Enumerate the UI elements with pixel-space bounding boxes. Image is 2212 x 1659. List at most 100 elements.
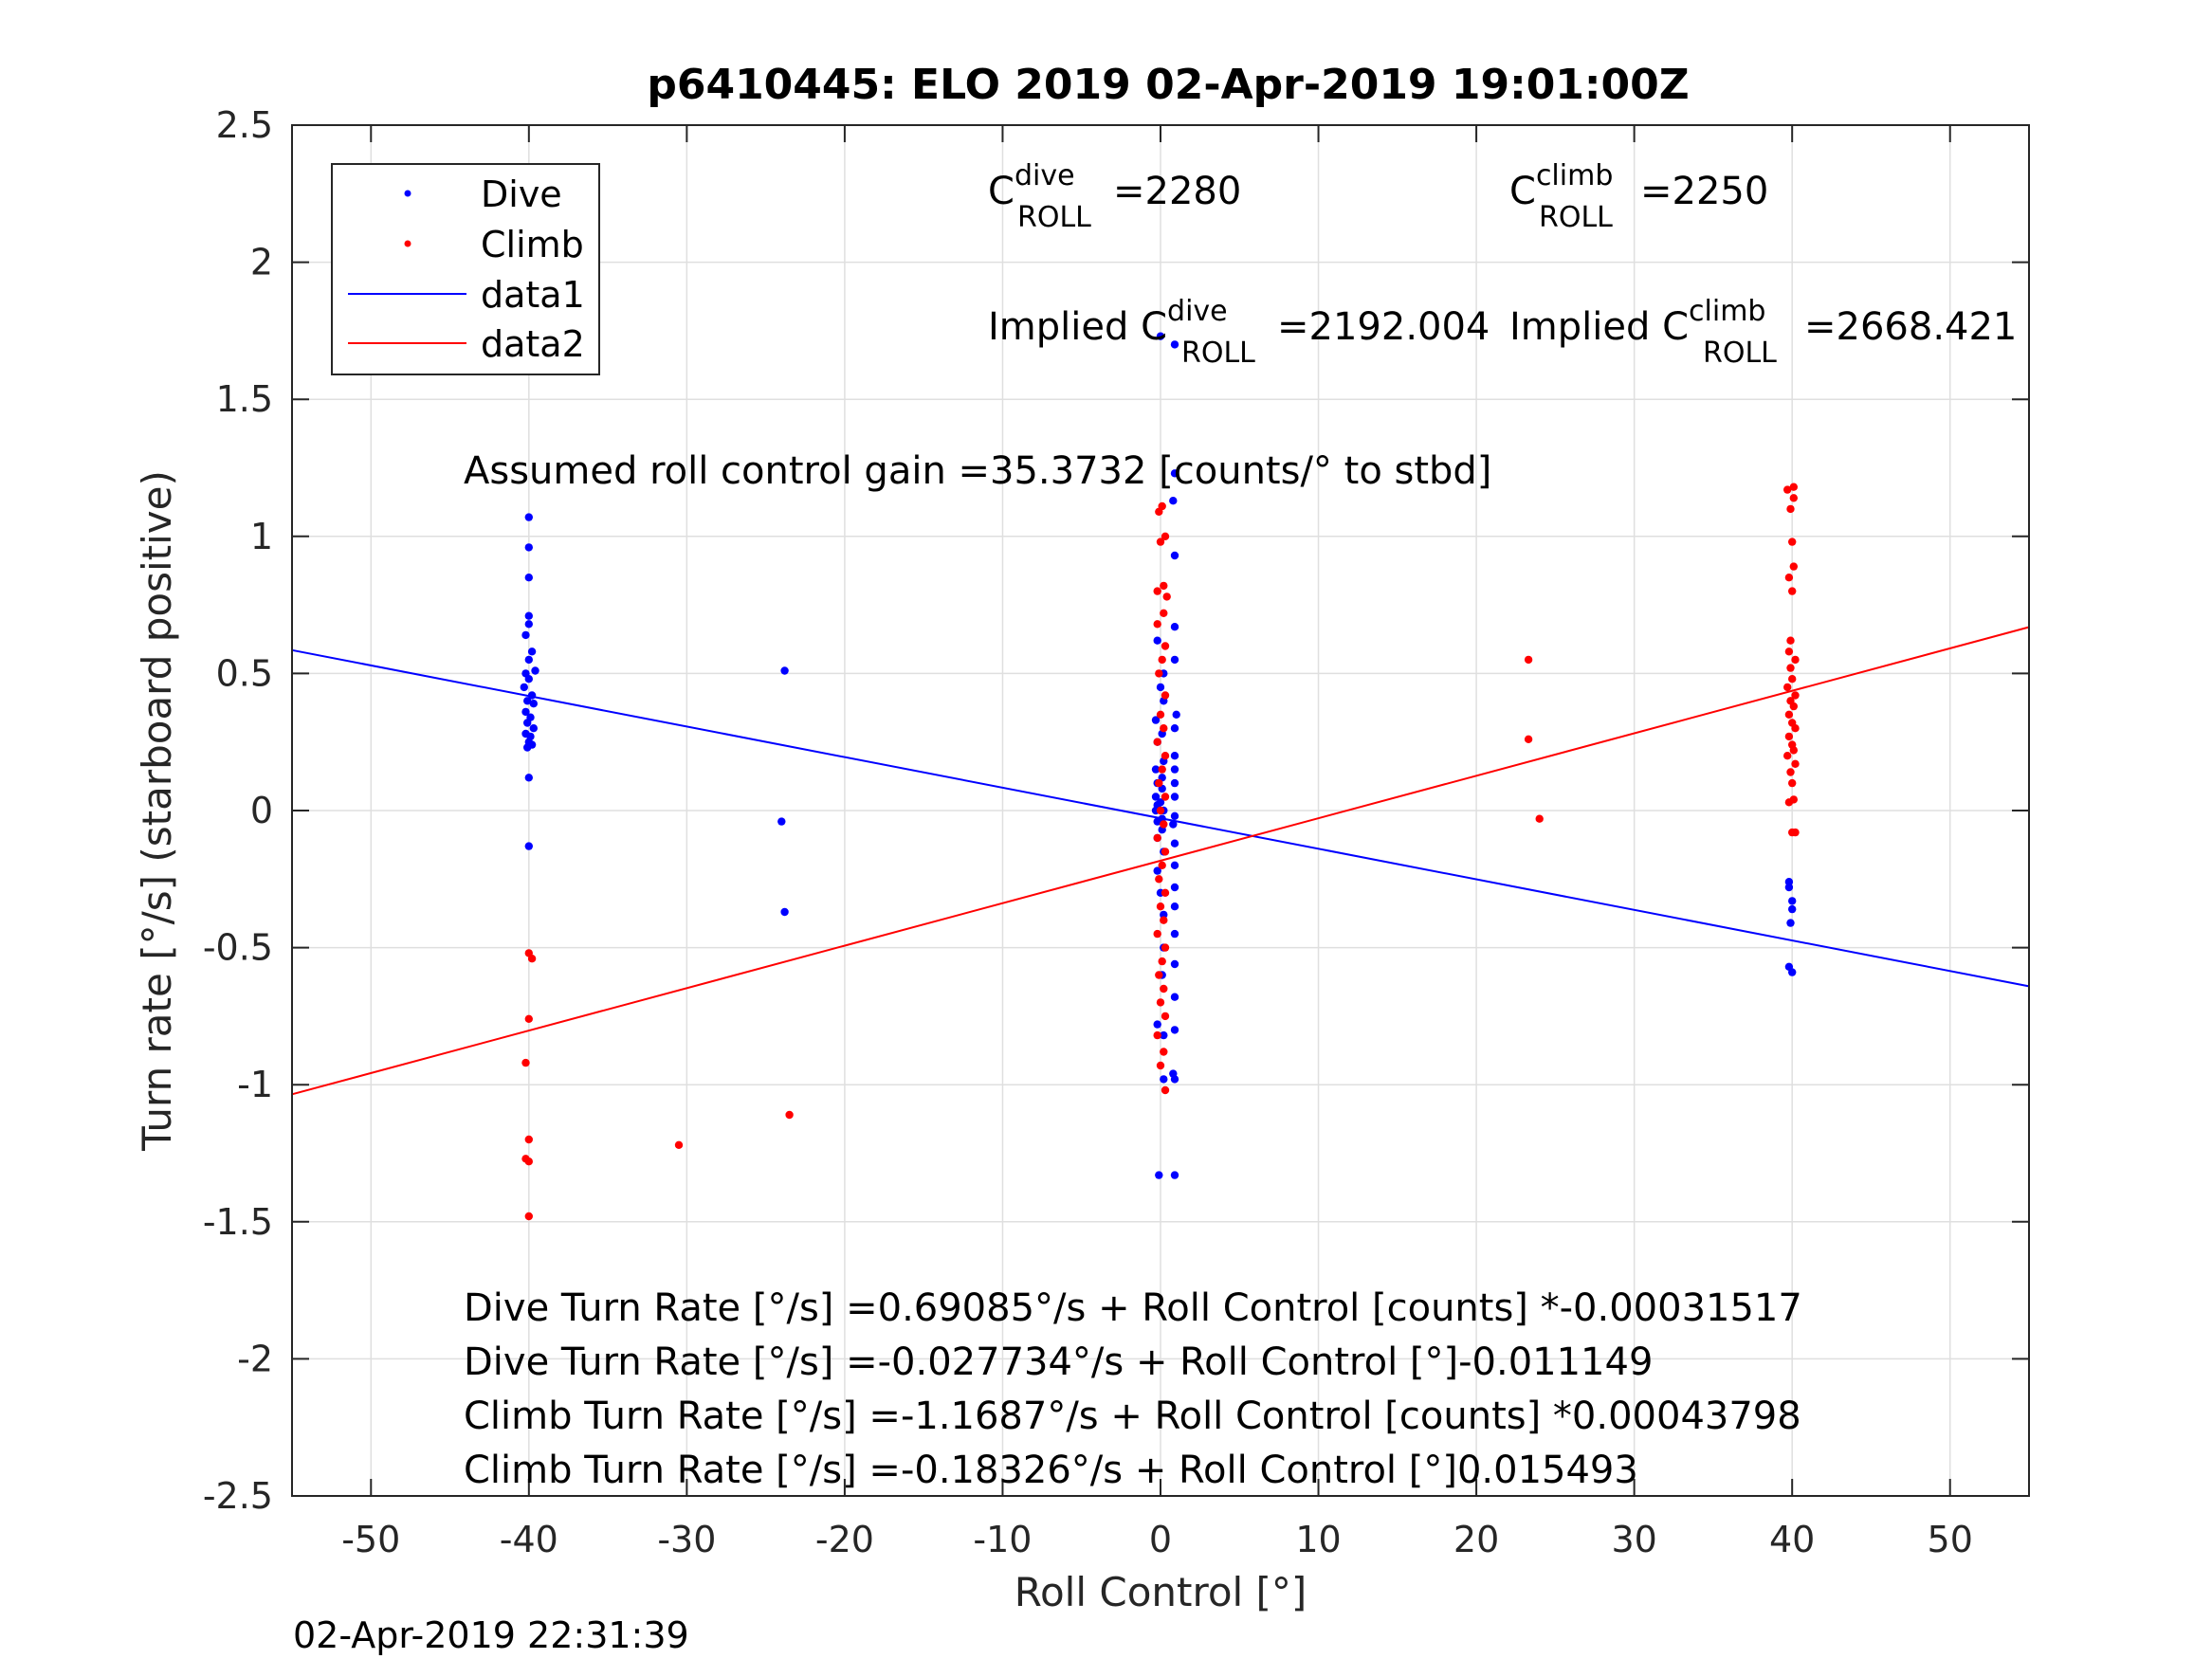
- point-dive: [524, 611, 533, 620]
- point-dive: [521, 630, 530, 640]
- point-climb: [1158, 861, 1166, 869]
- point-climb: [1791, 724, 1800, 733]
- legend-data1-label: data1: [481, 274, 585, 316]
- point-dive: [521, 707, 530, 717]
- point-dive: [1170, 839, 1179, 848]
- point-dive: [1170, 765, 1179, 774]
- legend-box: [331, 163, 600, 375]
- point-climb: [1156, 998, 1165, 1007]
- implied-climb-sup: climb: [1689, 295, 1765, 328]
- point-climb: [1153, 1030, 1161, 1040]
- point-climb: [1155, 875, 1163, 884]
- point-climb: [1156, 1061, 1165, 1070]
- c-roll-dive-sup: dive: [1015, 159, 1075, 192]
- implied-dive-value: =2192.004: [1277, 305, 1490, 349]
- point-climb: [1158, 957, 1166, 966]
- point-climb: [1161, 642, 1170, 650]
- point-dive: [1155, 1171, 1163, 1179]
- legend-data2-label: data2: [481, 323, 585, 365]
- point-dive: [1786, 919, 1795, 927]
- point-dive: [1153, 866, 1161, 875]
- point-dive: [524, 842, 533, 850]
- point-dive: [523, 743, 532, 752]
- point-climb: [1155, 971, 1163, 979]
- point-climb: [1789, 494, 1799, 502]
- data-points: [520, 332, 1800, 1221]
- timestamp: 02-Apr-2019 22:31:39: [293, 1614, 689, 1656]
- point-climb: [1784, 798, 1794, 807]
- point-dive: [1153, 817, 1161, 826]
- point-climb: [1786, 636, 1795, 645]
- x-tick-label: 50: [1928, 1519, 1973, 1560]
- point-climb: [524, 1158, 533, 1166]
- y-axis-label: Turn rate [°/s] (starboard positive): [134, 470, 180, 1152]
- point-dive: [1170, 883, 1179, 892]
- point-climb: [1160, 609, 1168, 617]
- point-climb: [1788, 587, 1797, 595]
- point-climb: [1156, 902, 1165, 911]
- point-dive: [1151, 793, 1161, 801]
- point-climb: [1788, 538, 1797, 546]
- point-dive: [1170, 861, 1179, 869]
- implied-climb-annotation: Implied Cclimb ROLL =2668.421: [1509, 295, 2017, 370]
- point-dive: [1170, 469, 1179, 478]
- point-dive: [524, 774, 533, 782]
- c-roll-climb-annotation: Cclimb ROLL =2250: [1509, 159, 1768, 234]
- point-dive: [1170, 778, 1179, 788]
- point-dive: [1170, 1171, 1179, 1179]
- point-climb: [1161, 793, 1170, 801]
- point-dive: [1170, 655, 1179, 665]
- fit-line-climb-degrees: Climb Turn Rate [°/s] =-0.18326°/s + Rol…: [464, 1449, 1638, 1492]
- point-climb: [1784, 710, 1794, 719]
- point-dive: [529, 700, 538, 708]
- point-dive: [1170, 1075, 1179, 1084]
- point-climb: [1161, 1012, 1170, 1021]
- point-dive: [524, 620, 533, 629]
- point-climb: [1160, 820, 1168, 829]
- point-climb: [1161, 532, 1170, 540]
- point-climb: [1791, 655, 1800, 665]
- point-climb: [1162, 592, 1171, 601]
- point-dive: [780, 907, 789, 917]
- point-dive: [1170, 959, 1179, 969]
- point-dive: [524, 655, 533, 665]
- x-tick-label: -20: [815, 1519, 874, 1560]
- point-climb: [1161, 888, 1170, 897]
- point-climb: [1153, 929, 1161, 939]
- point-dive: [1170, 811, 1179, 820]
- point-climb: [1155, 778, 1163, 788]
- point-dive: [1788, 897, 1797, 905]
- point-climb: [1789, 746, 1799, 755]
- point-climb: [1160, 1048, 1168, 1056]
- point-dive: [1170, 623, 1179, 631]
- c-roll-dive-value: =2280: [1113, 170, 1241, 213]
- c-roll-dive-base: C: [988, 170, 1015, 213]
- point-climb: [524, 1135, 533, 1144]
- legend-dive-marker: [404, 190, 411, 197]
- point-climb: [1158, 655, 1166, 665]
- point-dive: [1170, 724, 1179, 733]
- point-dive: [1784, 878, 1794, 886]
- y-tick-label: -0.5: [203, 927, 273, 969]
- point-climb: [524, 1212, 533, 1221]
- point-climb: [1786, 768, 1795, 776]
- x-tick-label: -30: [657, 1519, 716, 1560]
- x-axis-label: Roll Control [°]: [1015, 1569, 1307, 1615]
- fit-line-data2: [291, 626, 2030, 1096]
- point-dive: [1788, 968, 1797, 976]
- point-climb: [1161, 691, 1170, 700]
- point-dive: [524, 543, 533, 552]
- point-climb: [1788, 778, 1797, 788]
- point-climb: [1161, 1085, 1170, 1095]
- point-dive: [1160, 910, 1168, 920]
- point-dive: [1153, 636, 1161, 645]
- point-dive: [1156, 683, 1165, 692]
- point-climb: [1783, 752, 1792, 760]
- point-climb: [1783, 683, 1792, 692]
- point-dive: [1153, 1020, 1161, 1029]
- axis-ticks: -50 -40 -30 -20 -10 0 10 20 30 40 50 2.5 2 1.5 1 0.5 0 -0…: [203, 104, 2029, 1560]
- point-climb: [521, 1058, 530, 1067]
- point-dive: [527, 647, 537, 656]
- fit-line-climb-counts: Climb Turn Rate [°/s] =-1.1687°/s + Roll…: [464, 1395, 1801, 1438]
- point-dive: [1156, 332, 1165, 340]
